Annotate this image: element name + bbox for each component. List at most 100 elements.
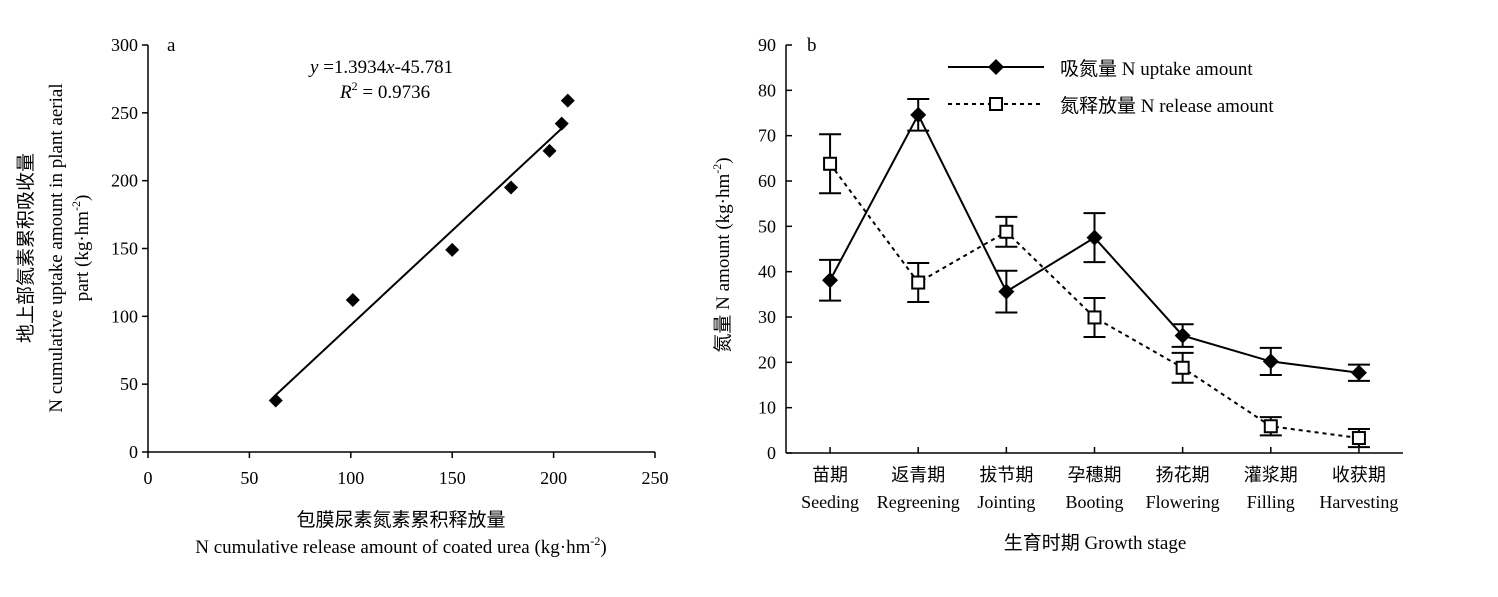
panel-a-ylabel-cn: 地上部氮素累积吸收量 [15, 153, 37, 343]
panel-b-y-tick-label: 10 [758, 398, 776, 418]
panel-a-ylabel-en2-wrap: part (kg·hm-2) [69, 195, 93, 302]
panel-b-x-tick-label-cn: 扬花期 [1156, 465, 1210, 485]
data-point [910, 106, 927, 123]
panel-a-axes [147, 45, 655, 453]
panel-a-data-point [542, 143, 557, 158]
panel-a-y-tick-label: 200 [111, 171, 138, 191]
xlabel-en-sup: -2 [590, 534, 600, 548]
panel-a-xlabel-cn: 包膜尿素氮素累积释放量 [296, 509, 505, 531]
panel-a-x-tick-label: 250 [642, 468, 669, 488]
panel-a-ticks: 0 50 100 150 200 250 0 50 100 150 200 250 300 [111, 35, 669, 488]
panel-a-x-tick-label: 0 [144, 468, 153, 488]
panel-a-scatter-chart: a 0 50 100 150 200 250 0 50 100 150 200 250 300 y =1… [15, 35, 669, 558]
panel-b-series [819, 97, 1370, 449]
b-ylabel-end: ) [713, 157, 734, 163]
panel-a-letter: a [167, 35, 176, 56]
data-point [911, 275, 926, 290]
data-point [999, 224, 1014, 239]
data-point [1086, 229, 1103, 246]
panel-a-x-tick-label: 100 [337, 468, 364, 488]
data-point [998, 283, 1015, 300]
panel-a-y-tick-label: 300 [111, 35, 138, 55]
panel-b-line-chart: b 0 10 20 30 40 50 60 70 80 90 苗期 Seeding 返青期 Regreen… [710, 35, 1403, 554]
panel-a-x-tick-label: 200 [540, 468, 567, 488]
panel-b-x-tick-label-en: Filling [1247, 492, 1295, 512]
xlabel-en-end: ) [600, 537, 606, 558]
panel-b-x-tick-label-cn: 拔节期 [979, 465, 1033, 485]
equation-lhs: y [308, 57, 319, 78]
panel-b-y-tick-label: 0 [767, 443, 776, 463]
data-point [1351, 431, 1366, 446]
panel-b-ticks: 0 10 20 30 40 50 60 70 80 90 苗期 Seeding 返青期 Regreenin… [758, 35, 1398, 512]
panel-b-x-tick-label-en: Jointing [977, 492, 1035, 512]
ylabel-en2-end: ) [72, 195, 93, 201]
panel-a-y-tick-label: 250 [111, 103, 138, 123]
data-point [1263, 419, 1278, 434]
panel-b-x-tick-label-cn: 灌浆期 [1244, 465, 1298, 485]
panel-b-x-tick-label-cn: 收获期 [1332, 465, 1386, 485]
panel-b-x-tick-label-cn: 返青期 [891, 465, 945, 485]
panel-b-y-tick-label: 90 [758, 35, 776, 55]
b-ylabel-main: 氮量 N amount (kg·hm [712, 174, 734, 353]
panel-a-x-tick-label: 150 [439, 468, 466, 488]
panel-b-series-uptake [819, 97, 1370, 382]
panel-b-y-tick-label: 80 [758, 80, 776, 100]
data-point [1174, 327, 1191, 344]
panel-b-y-tick-label: 70 [758, 126, 776, 146]
panel-a-fit-line [275, 122, 569, 396]
panel-b-x-tick-label-en: Flowering [1146, 492, 1220, 512]
legend-release-label: 氮释放量 N release amount [1060, 95, 1274, 117]
equation-x: x [385, 57, 395, 78]
legend-uptake-label: 吸氮量 N uptake amount [1060, 58, 1253, 80]
xlabel-en-main: N cumulative release amount of coated ur… [195, 537, 590, 558]
panel-a-y-tick-label: 150 [111, 239, 138, 259]
panel-b-y-tick-label: 40 [758, 262, 776, 282]
data-point [823, 156, 838, 171]
panel-b-ylabel-wrap: 氮量 N amount (kg·hm-2) [710, 157, 734, 352]
equation-intercept: -45.781 [395, 57, 454, 78]
panel-a-data-point [504, 180, 519, 195]
panel-a-xlabel-en: N cumulative release amount of coated ur… [195, 534, 606, 558]
panel-b-y-tick-label: 60 [758, 171, 776, 191]
data-point [822, 272, 839, 289]
panel-a-data-point [268, 393, 283, 408]
panel-a-data-point [554, 116, 569, 131]
panel-b-x-tick-label-en: Booting [1065, 492, 1123, 512]
panel-b-series-release [819, 133, 1370, 449]
panel-b-legend: 吸氮量 N uptake amount 氮释放量 N release amoun… [948, 58, 1274, 117]
panel-a-r-squared: R2 = 0.9736 [339, 79, 430, 103]
r2-value: = 0.9736 [358, 82, 430, 103]
panel-b-ylabel: 氮量 N amount (kg·hm-2) [710, 157, 734, 352]
panel-b-x-tick-label-en: Seeding [801, 492, 859, 512]
panel-b-x-tick-label-en: Harvesting [1319, 492, 1398, 512]
panel-b-x-tick-label-cn: 孕穗期 [1068, 465, 1122, 485]
legend-release-marker [989, 97, 1003, 111]
panel-a-equation: y =1.3934x-45.781 [308, 57, 453, 78]
panel-b-x-tick-label-cn: 苗期 [812, 465, 848, 485]
legend-uptake-marker [988, 59, 1004, 75]
ylabel-en2-main: part (kg·hm [72, 211, 93, 301]
data-point [1350, 364, 1367, 381]
panel-a-ylabel-en1: N cumulative uptake amount in plant aeri… [46, 83, 67, 412]
panel-b-y-tick-label: 50 [758, 216, 776, 236]
panel-a-y-tick-label: 0 [129, 442, 138, 462]
panel-a-y-tick-label: 50 [120, 374, 138, 394]
panel-a-ylabel-en2: part (kg·hm-2) [69, 195, 93, 302]
r2-label: R [339, 82, 352, 103]
panel-a-data-point [345, 293, 360, 308]
panel-a-ylabel-cn-wrap: 地上部氮素累积吸收量 [15, 153, 37, 343]
panel-a-fit-line-group [275, 122, 569, 396]
panel-b-letter: b [807, 35, 817, 56]
panel-b-y-tick-label: 20 [758, 352, 776, 372]
panel-b-y-tick-label: 30 [758, 307, 776, 327]
b-ylabel-sup: -2 [710, 164, 724, 174]
ylabel-en2-sup: -2 [69, 201, 83, 211]
panel-a-data-point [445, 242, 460, 257]
r2-sup: 2 [352, 79, 358, 93]
panel-a-x-tick-label: 50 [240, 468, 258, 488]
panel-a-points [268, 93, 575, 408]
panel-a-y-tick-label: 100 [111, 306, 138, 326]
data-point [1175, 360, 1190, 375]
panel-a-data-point [560, 93, 575, 108]
